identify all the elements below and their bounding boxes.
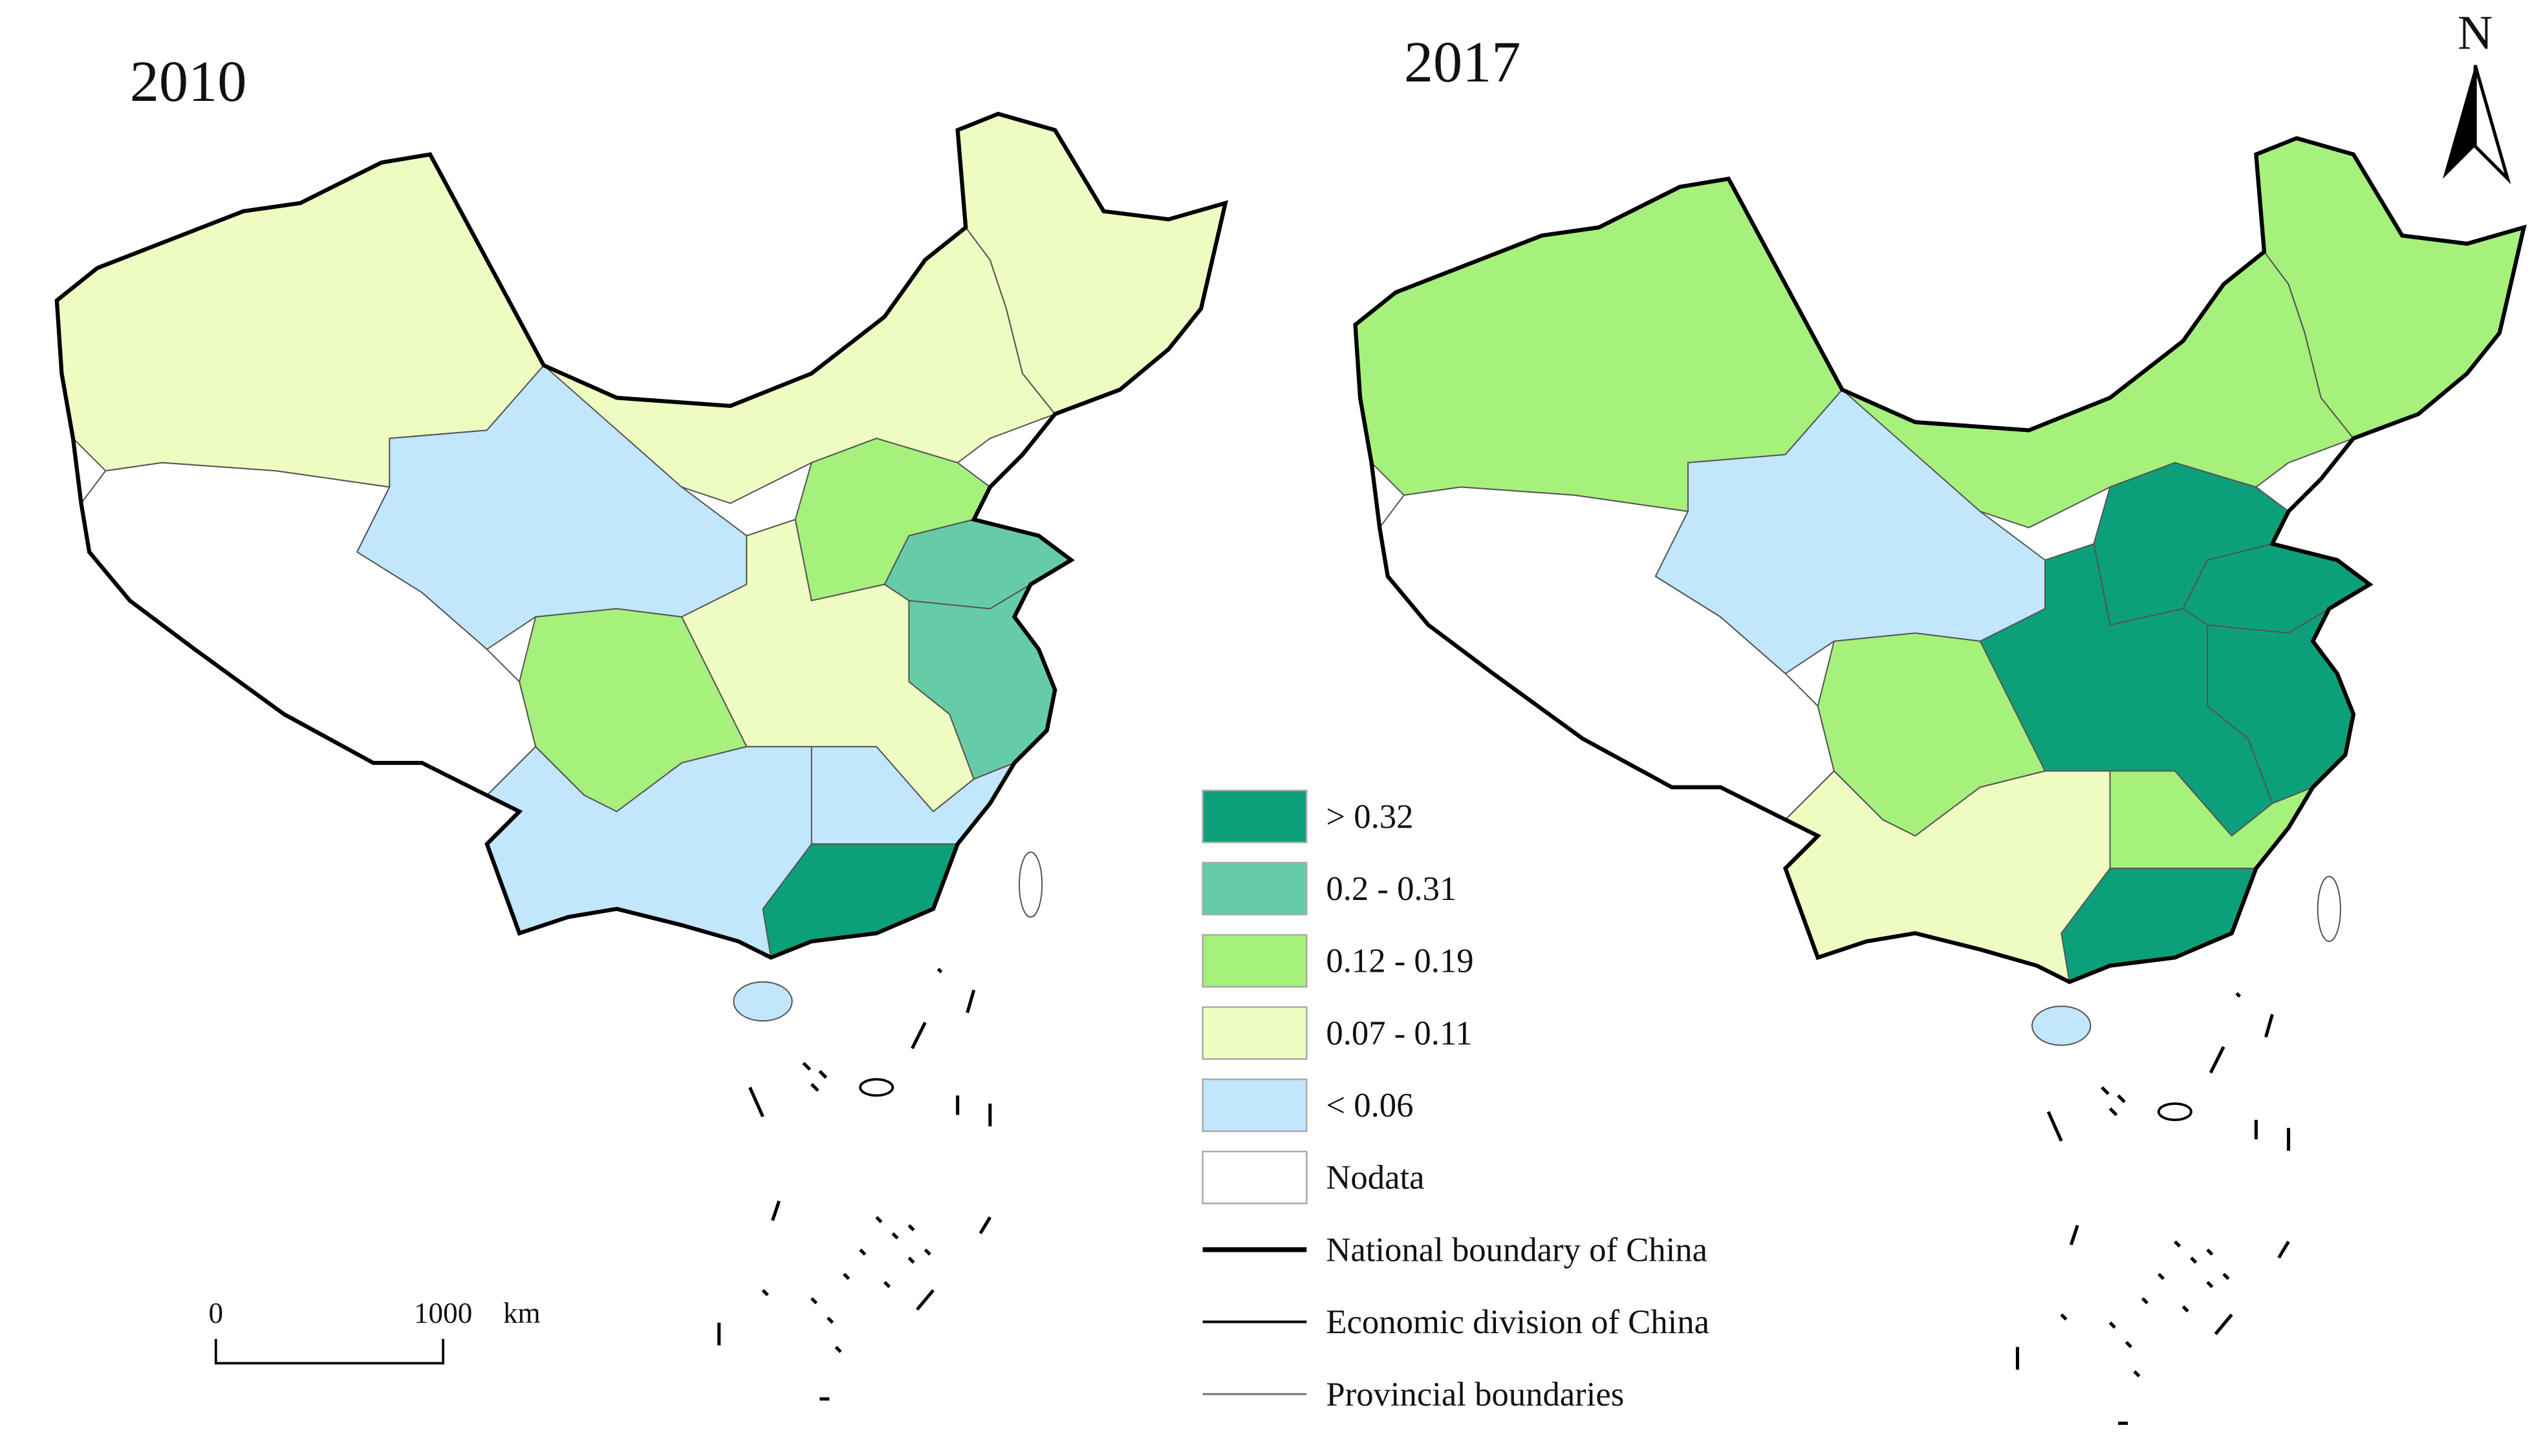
legend-label: Economic division of China [1326, 1303, 1709, 1341]
legend-swatch [1202, 1006, 1308, 1060]
legend-label: 0.12 - 0.19 [1326, 943, 1473, 980]
legend: > 0.32 0.2 - 0.31 0.12 - 0.19 0.07 - 0.11 < … [1202, 789, 1709, 1413]
map-title: 2017 [1404, 29, 1521, 94]
legend-swatch [1202, 934, 1308, 988]
scale-unit: km [503, 1297, 541, 1329]
map-2017 [1356, 138, 2524, 1424]
map-title: 2010 [130, 48, 247, 114]
legend-label: 0.07 - 0.11 [1326, 1014, 1472, 1052]
north-label: N [2458, 6, 2493, 60]
legend-label: 0.2 - 0.31 [1326, 870, 1456, 908]
scale-label: 0 [208, 1297, 223, 1329]
legend-swatch [1202, 789, 1308, 844]
legend-swatch [1202, 1150, 1308, 1204]
legend-swatch [1202, 862, 1308, 915]
north-arrow: N [2442, 6, 2511, 185]
legend-label: < 0.06 [1326, 1087, 1413, 1124]
legend-label: National boundary of China [1326, 1231, 1707, 1269]
legend-label: Provincial boundaries [1326, 1376, 1624, 1413]
legend-label: > 0.32 [1326, 798, 1413, 835]
scale-bar: 0 1000 km [208, 1297, 541, 1365]
legend-swatch [1202, 1078, 1308, 1132]
scale-label: 1000 [414, 1297, 472, 1329]
legend-label: Nodata [1326, 1159, 1424, 1197]
map-2010: 2010 [57, 48, 1226, 1399]
